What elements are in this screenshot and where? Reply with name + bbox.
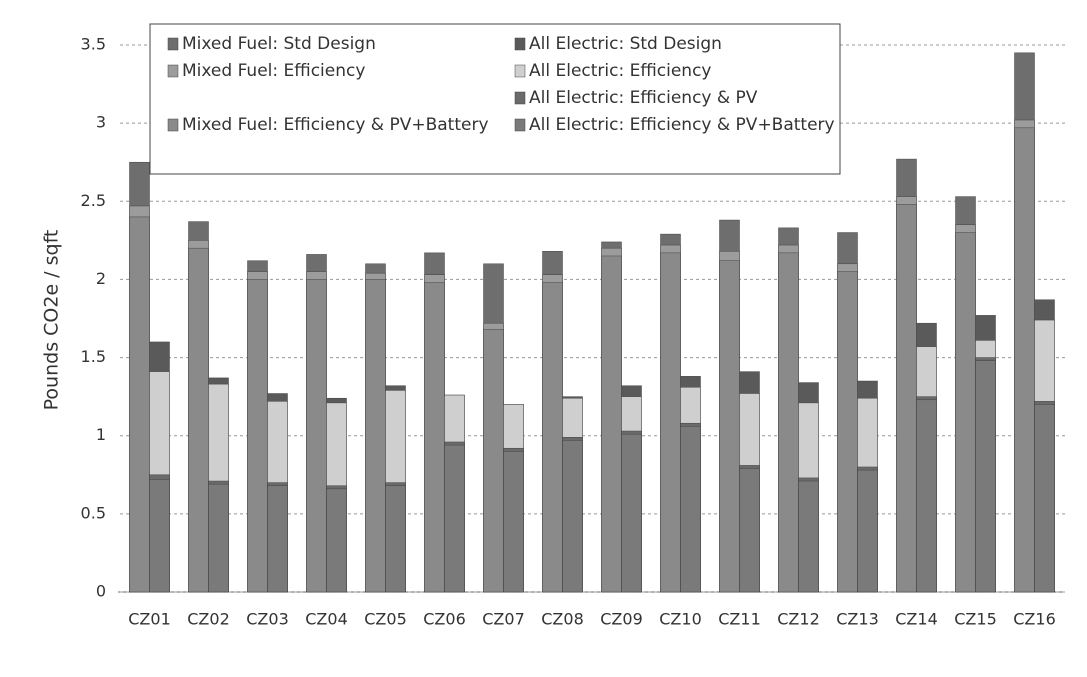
x-tick-label: CZ14 [895,610,938,629]
bar [739,468,760,593]
legend-label: All Electric: Std Design [529,34,722,54]
bar [778,252,799,593]
bar [208,483,229,593]
bar [267,485,288,593]
bar [1014,127,1035,593]
y-tick-label: 0.5 [81,503,106,522]
x-tick-label: CZ05 [364,610,407,629]
x-tick-label: CZ12 [777,610,820,629]
x-tick-label: CZ13 [836,610,879,629]
bar [503,451,524,593]
legend-swatch [514,64,526,78]
bar [660,252,681,593]
y-tick-label: 0 [96,582,106,601]
legend-swatch [167,118,179,132]
y-tick-label: 2 [96,269,106,288]
bar [306,279,327,593]
bar [326,488,347,593]
bar [798,480,819,593]
bar [680,426,701,593]
x-tick-label: CZ15 [954,610,997,629]
y-tick-label: 3.5 [81,35,106,54]
y-tick-label: 2.5 [81,191,106,210]
y-axis-label: Pounds CO2e / sqft [41,230,63,411]
x-tick-label: CZ02 [187,610,230,629]
bar [1034,404,1055,593]
x-tick-label: CZ09 [600,610,643,629]
x-tick-label: CZ07 [482,610,525,629]
bar [719,260,740,593]
bar [385,485,406,593]
x-tick-label: CZ16 [1013,610,1056,629]
legend-label: All Electric: Efficiency & PV [529,88,758,108]
bar [149,479,170,593]
legend-label: All Electric: Efficiency [529,61,712,81]
bar [955,232,976,593]
bar [542,282,563,593]
bar [424,282,445,593]
y-tick-label: 3 [96,113,106,132]
legend-swatch [167,64,179,78]
legend-swatch [514,37,526,51]
legend-label: Mixed Fuel: Std Design [182,34,376,54]
x-tick-label: CZ06 [423,610,466,629]
bar [857,469,878,593]
bar [444,444,465,593]
x-tick-label: CZ10 [659,610,702,629]
x-tick-label: CZ03 [246,610,289,629]
bar [621,433,642,593]
legend-label: Mixed Fuel: Efficiency [182,61,365,81]
y-tick-label: 1 [96,425,106,444]
x-tick-label: CZ11 [718,610,761,629]
bar [896,204,917,593]
bar [975,360,996,593]
bar [247,279,268,593]
legend-swatch [514,118,526,132]
legend-swatch [514,91,526,105]
bar [483,329,504,593]
legend-swatch [167,37,179,51]
x-tick-label: CZ01 [128,610,171,629]
x-tick-label: CZ08 [541,610,584,629]
bar [601,255,622,593]
bar [188,247,209,593]
legend-label: All Electric: Efficiency & PV+Battery [529,115,835,135]
legend-box [149,23,841,175]
legend-label: Mixed Fuel: Efficiency & PV+Battery [182,115,489,135]
bar [129,216,150,593]
y-tick-label: 1.5 [81,347,106,366]
bar [916,399,937,593]
x-tick-label: CZ04 [305,610,348,629]
bar [837,271,858,593]
bar [365,279,386,593]
bar [562,440,583,593]
